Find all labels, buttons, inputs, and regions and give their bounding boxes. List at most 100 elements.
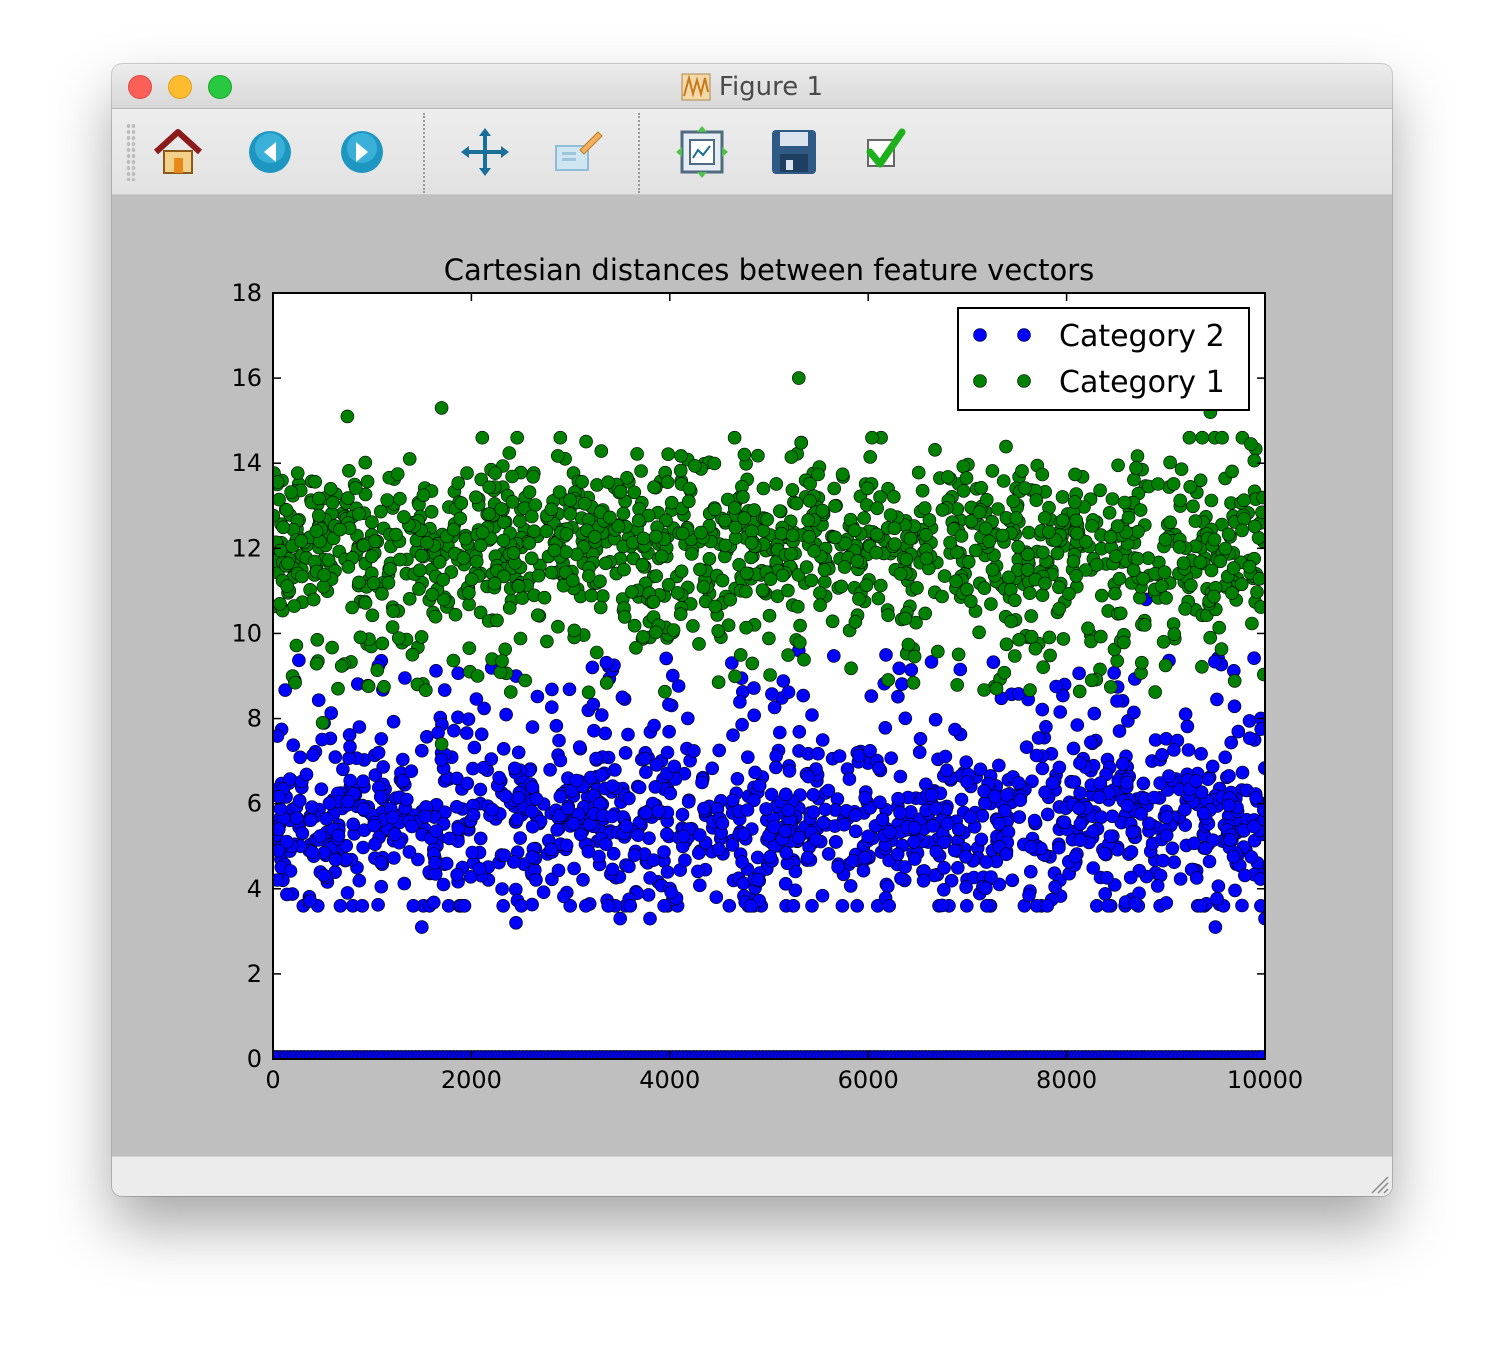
toolbar-separator bbox=[638, 113, 640, 193]
data-point bbox=[977, 683, 991, 697]
data-point bbox=[686, 619, 700, 633]
pan-button[interactable] bbox=[457, 124, 513, 180]
back-button[interactable] bbox=[242, 124, 298, 180]
close-window-button[interactable] bbox=[128, 75, 152, 99]
subplots-button[interactable] bbox=[674, 124, 730, 180]
data-point bbox=[310, 632, 325, 647]
data-point bbox=[837, 560, 852, 574]
edit-parameters-button[interactable] bbox=[858, 124, 914, 180]
data-point bbox=[790, 599, 805, 614]
data-point bbox=[972, 625, 986, 640]
toolbar-grip[interactable] bbox=[126, 123, 136, 181]
data-point bbox=[860, 481, 875, 496]
data-point bbox=[1250, 585, 1264, 599]
data-point bbox=[469, 490, 483, 505]
data-point bbox=[711, 675, 726, 690]
data-point bbox=[418, 683, 433, 698]
legend-label: Category 2 bbox=[1059, 319, 1225, 354]
y-tick-label: 10 bbox=[231, 619, 262, 647]
data-point bbox=[898, 860, 912, 874]
data-point bbox=[342, 463, 356, 478]
data-point bbox=[639, 805, 653, 820]
data-point bbox=[1222, 769, 1236, 783]
data-point bbox=[598, 556, 613, 571]
data-point bbox=[1066, 741, 1081, 756]
data-point bbox=[684, 547, 699, 561]
data-point bbox=[691, 846, 706, 860]
data-point bbox=[309, 656, 324, 671]
data-point bbox=[551, 863, 566, 878]
data-point bbox=[1235, 523, 1249, 538]
data-point bbox=[1081, 621, 1095, 636]
data-point bbox=[373, 504, 388, 519]
home-button[interactable] bbox=[150, 124, 206, 180]
data-point bbox=[1196, 806, 1211, 821]
data-point bbox=[806, 787, 821, 802]
maximize-window-button[interactable] bbox=[208, 75, 232, 99]
data-point bbox=[806, 805, 821, 819]
data-point bbox=[1094, 588, 1109, 603]
status-bar bbox=[112, 1156, 1392, 1196]
data-point bbox=[1107, 666, 1121, 680]
data-point bbox=[1029, 748, 1044, 763]
data-point bbox=[1035, 588, 1050, 603]
figure-canvas[interactable]: 0 2000 4000 6000 8000 10000 0 2 4 6 8 10 12 14 16 18 Car… bbox=[112, 195, 1392, 1156]
data-point bbox=[374, 732, 389, 746]
data-point bbox=[1109, 549, 1123, 564]
data-point bbox=[345, 600, 359, 615]
data-point bbox=[371, 897, 385, 912]
data-point bbox=[385, 620, 400, 634]
data-point bbox=[356, 538, 371, 553]
data-point bbox=[984, 597, 998, 611]
data-point bbox=[1100, 870, 1114, 885]
data-point bbox=[1022, 888, 1036, 903]
data-point bbox=[1172, 540, 1187, 554]
forward-button[interactable] bbox=[334, 124, 390, 180]
data-point bbox=[515, 591, 530, 605]
data-point bbox=[315, 715, 330, 730]
data-point bbox=[801, 769, 816, 784]
data-point bbox=[1130, 551, 1145, 566]
data-point bbox=[1130, 449, 1145, 463]
save-button[interactable] bbox=[766, 124, 822, 180]
data-point bbox=[587, 723, 601, 738]
data-point bbox=[1227, 699, 1242, 714]
data-point bbox=[1011, 776, 1026, 790]
data-point bbox=[678, 853, 692, 868]
data-point bbox=[414, 743, 429, 758]
data-point bbox=[959, 471, 974, 485]
data-point bbox=[1180, 719, 1195, 734]
data-point bbox=[594, 444, 609, 458]
data-point bbox=[575, 474, 589, 489]
data-point bbox=[386, 604, 400, 619]
data-point bbox=[365, 549, 379, 564]
data-point bbox=[647, 480, 661, 495]
scatter-plot[interactable]: 0 2000 4000 6000 8000 10000 0 2 4 6 8 10 12 14 16 18 Car… bbox=[112, 195, 1392, 1156]
data-point bbox=[1069, 569, 1084, 583]
zoom-button[interactable] bbox=[550, 124, 606, 180]
data-point bbox=[1093, 483, 1107, 498]
data-point bbox=[405, 819, 419, 834]
data-point bbox=[1135, 655, 1149, 670]
data-point bbox=[800, 850, 815, 865]
data-point bbox=[979, 881, 993, 896]
data-point bbox=[750, 850, 765, 865]
data-point bbox=[747, 681, 761, 695]
data-point bbox=[321, 553, 336, 567]
data-point bbox=[1103, 680, 1118, 694]
data-point bbox=[630, 447, 644, 461]
data-point bbox=[593, 600, 608, 615]
data-point bbox=[605, 779, 620, 793]
data-point bbox=[775, 568, 790, 583]
data-point bbox=[340, 409, 355, 424]
data-point bbox=[616, 506, 631, 521]
data-point bbox=[1043, 648, 1057, 663]
data-point bbox=[485, 802, 499, 817]
data-point bbox=[1255, 1050, 1265, 1059]
resize-grip-icon[interactable] bbox=[1366, 1171, 1390, 1195]
data-point bbox=[316, 579, 331, 594]
data-point bbox=[1103, 829, 1118, 844]
minimize-window-button[interactable] bbox=[168, 75, 192, 99]
data-point bbox=[1048, 879, 1062, 894]
title-bar[interactable]: Figure 1 bbox=[112, 64, 1392, 109]
